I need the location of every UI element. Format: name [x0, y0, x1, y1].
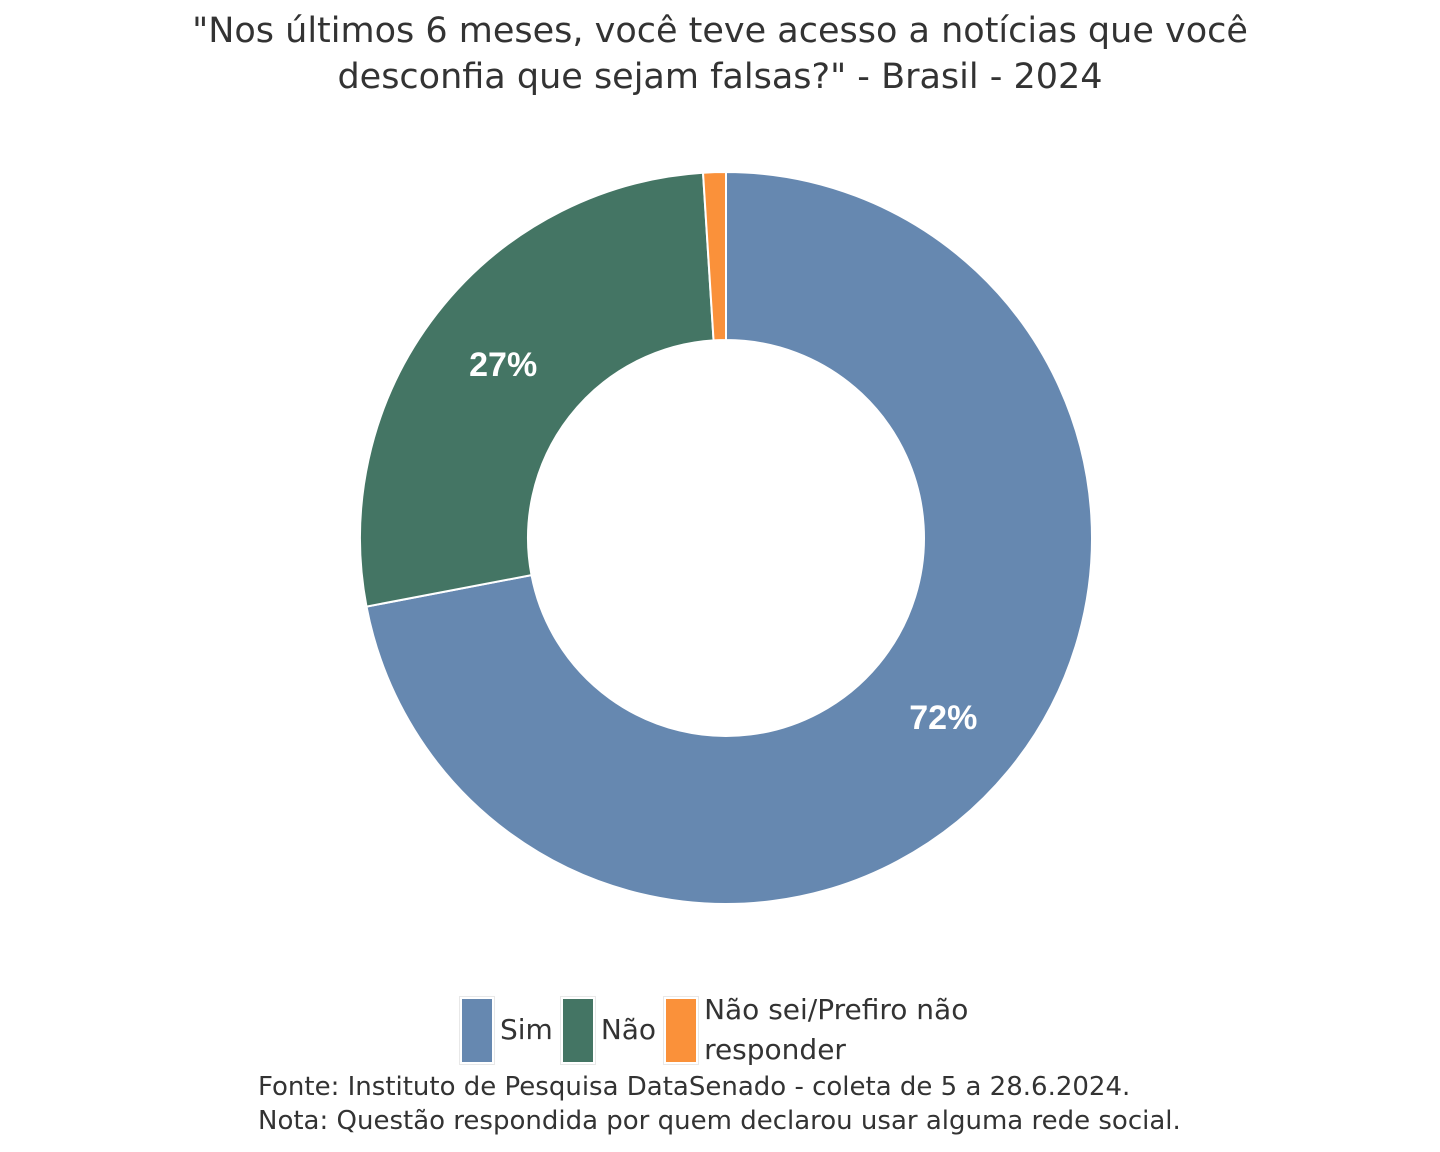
legend-item-sim: Sim: [459, 995, 561, 1065]
legend-item-nao-sei: Não sei/Prefiro não responder: [663, 990, 1012, 1070]
donut-chart: 72% 27%: [359, 170, 1093, 905]
legend-key-nao: [559, 995, 596, 1065]
chart-title: "Nos últimos 6 meses, você teve acesso a…: [0, 8, 1440, 100]
slice-nao: [359, 171, 715, 608]
data-label-nao: 27%: [469, 346, 537, 384]
legend-key-sim: [459, 995, 495, 1065]
footnote: Nota: Questão respondida por quem declar…: [258, 1106, 1181, 1136]
slice-sim: [365, 170, 1093, 905]
source-note: Fonte: Instituto de Pesquisa DataSenado …: [258, 1072, 1131, 1102]
legend-label-nao-sei: Não sei/Prefiro não responder: [704, 993, 969, 1066]
legend-item-nao: Não: [559, 995, 664, 1065]
data-label-sim: 72%: [909, 699, 977, 737]
source-notes: Fonte: Instituto de Pesquisa DataSenado …: [258, 1070, 1181, 1138]
legend-label-nao: Não: [600, 1013, 657, 1046]
chart-title-line-1: "Nos últimos 6 meses, você teve acesso a…: [192, 11, 1248, 51]
legend-key-nao-sei: [663, 995, 700, 1065]
legend-label-sim: Sim: [500, 1013, 553, 1046]
legend: Sim Não Não sei/Prefiro não responder: [459, 990, 1012, 1070]
slice-nao-sei: [701, 170, 727, 342]
chart-title-line-2: desconfia que sejam falsas?" - Brasil - …: [337, 57, 1103, 97]
